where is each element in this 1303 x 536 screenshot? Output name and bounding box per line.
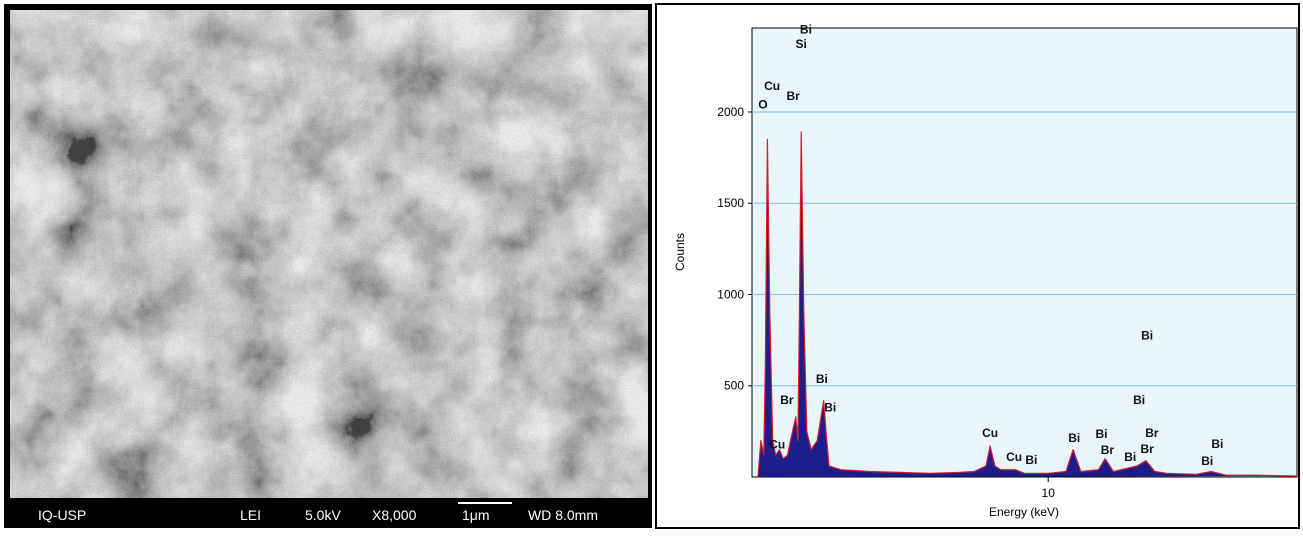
x-axis-title: Energy (keV) [989,505,1059,519]
x-tick-label: 10 [1042,486,1056,500]
y-axis-title: Counts [673,233,687,271]
y-tick-label: 500 [724,379,744,393]
peak-label: Bi [1096,427,1108,441]
peak-label: Bi [824,400,836,414]
peak-label: Si [795,37,806,51]
peak-label: Bi [800,22,812,36]
y-tick-label: 1000 [717,287,744,301]
peak-label: Cu [1006,450,1022,464]
peak-label: Bi [1124,450,1136,464]
sem-label: IQ-USP [38,507,86,523]
peak-label: Bi [816,372,828,386]
sem-label: WD 8.0mm [528,507,598,523]
sem-label: 5.0kV [305,507,341,523]
y-tick-label: 1500 [717,196,744,210]
peak-label: Bi [1133,393,1145,407]
peak-label: Br [1145,426,1159,440]
page: IQ-USP LEI 5.0kV X8,000 1μm WD 8.0mm Cou… [0,0,1303,531]
peak-label: Bi [1211,437,1223,451]
peak-label: Br [780,393,794,407]
peak-label: Cu [764,79,780,93]
peak-label: Br [1101,443,1115,457]
peak-label: Bi [1068,431,1080,445]
sem-label: X8,000 [372,507,417,523]
sem-label: 1μm [462,507,490,523]
peak-label: Cu [769,438,785,452]
peak-label: Br [1140,442,1154,456]
y-tick-label: 2000 [717,105,744,119]
peak-label: Bi [1025,453,1037,467]
peak-label: Br [786,89,800,103]
peak-label: O [758,97,767,111]
peak-label: Cu [982,426,998,440]
peak-label: Bi [1201,454,1213,468]
peak-label: Bi [1141,329,1153,343]
sem-label: LEI [240,507,261,523]
sem-texture [10,10,648,498]
